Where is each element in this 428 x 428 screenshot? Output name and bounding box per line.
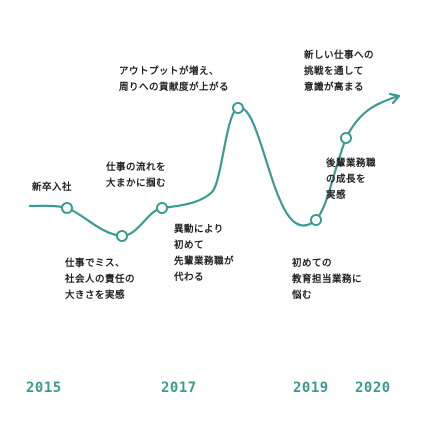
annotation-shippai: 仕事でミス、 社会人の責任の 大きさを実感 [65, 258, 136, 301]
milestone-marker-shinsotsu [61, 202, 73, 214]
annotation-outputs: アウトプットが増え、 周りへの貢献度が上がる [119, 66, 230, 93]
milestone-marker-shippai [116, 230, 128, 242]
milestone-marker-idou [232, 102, 244, 114]
career-curve-line [28, 94, 400, 238]
milestone-marker-nagare [156, 202, 168, 214]
annotation-shinsotsu: 新卒入社 [32, 182, 73, 193]
year-label-2017: 2017 [161, 380, 197, 396]
annotation-atarashii: 新しい仕事への 挑戦を通して 意識が高まる [304, 50, 375, 93]
annotation-hajimete: 初めての 教育担当業務に 悩む [292, 258, 363, 301]
annotation-kouhai: 後輩業務職 の成長を 実感 [326, 158, 377, 201]
annotation-nagare: 仕事の流れを 大まかに掴む [106, 162, 167, 189]
year-label-2020: 2020 [355, 380, 391, 396]
curve-arrowhead [388, 92, 401, 105]
milestone-marker-hajimete [310, 214, 322, 226]
milestone-marker-kouhai [340, 132, 352, 144]
annotation-idou: 異動により 初めて 先輩業務職が 代わる [174, 224, 235, 283]
year-label-2015: 2015 [26, 380, 62, 396]
year-label-2019: 2019 [293, 380, 329, 396]
